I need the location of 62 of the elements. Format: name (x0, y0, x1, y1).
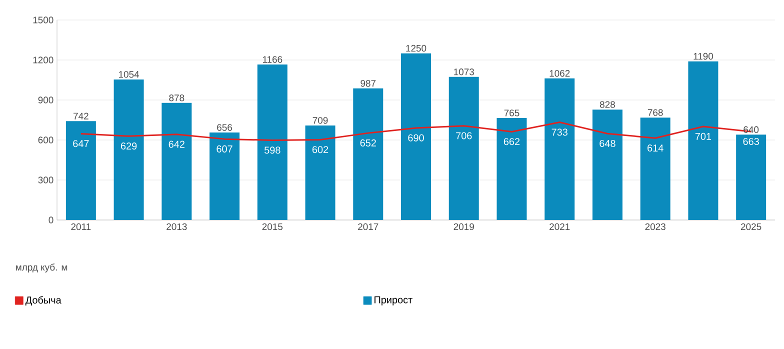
data-label: 709 (312, 117, 328, 124)
data-label: 614 (648, 144, 664, 152)
y-tick-label: 300 (38, 176, 54, 184)
data-label: 1250 (406, 44, 426, 52)
data-label: 642 (168, 140, 184, 148)
y-tick-label: 1200 (33, 56, 54, 64)
bar (736, 134, 766, 220)
text: млрд куб. м (16, 264, 68, 272)
data-label: 768 (648, 109, 663, 116)
bar (496, 118, 527, 220)
data-label: 648 (600, 140, 616, 147)
data-label: 987 (360, 80, 376, 87)
data-label: 663 (743, 138, 759, 145)
x-tick-label: 2015 (262, 223, 283, 230)
x-tick-label: 2011 (71, 223, 91, 230)
bar (592, 110, 622, 220)
bar (66, 121, 96, 220)
bar (448, 76, 479, 220)
bar (162, 102, 192, 220)
bar (305, 125, 336, 220)
x-tick-label: 2023 (645, 223, 666, 230)
data-label: 656 (217, 124, 232, 131)
x-tick-label: 2019 (454, 223, 474, 230)
data-label: 701 (695, 132, 712, 140)
data-label: 629 (120, 142, 137, 150)
data-label: 1166 (262, 56, 282, 63)
data-label: 598 (264, 146, 280, 154)
data-label: 733 (552, 128, 568, 136)
data-label: 765 (504, 110, 520, 116)
data-label: 602 (312, 146, 328, 154)
bar (688, 61, 718, 220)
data-label: 1073 (454, 68, 474, 76)
data-label: 878 (169, 94, 184, 102)
data-label: 828 (600, 101, 615, 108)
data-label: 1054 (118, 71, 140, 78)
data-label: 690 (408, 134, 424, 142)
data-label: 640 (744, 126, 759, 133)
bar (401, 53, 432, 220)
x-tick-label: 2025 (741, 223, 762, 230)
y-tick-label: 600 (38, 136, 54, 144)
data-label: 1062 (550, 70, 570, 77)
bar (353, 88, 384, 220)
y-tick-label: 0 (48, 216, 54, 224)
bar (640, 118, 670, 220)
x-tick-label: 2021 (550, 223, 570, 230)
data-label: 652 (360, 139, 376, 146)
y-tick-label: 1500 (33, 16, 54, 24)
data-label: 647 (73, 140, 89, 148)
legend-label: Добыча (25, 296, 62, 306)
data-label: 706 (456, 132, 472, 140)
x-tick-label: 2013 (166, 223, 187, 230)
data-label: 1190 (694, 52, 714, 60)
data-label: 662 (504, 138, 520, 146)
legend-label: Прирост (374, 296, 412, 306)
bar (257, 64, 288, 220)
bar (114, 79, 144, 220)
data-label: 607 (216, 145, 232, 152)
x-tick-label: 2017 (358, 223, 378, 230)
y-tick-label: 900 (38, 96, 54, 104)
bar (544, 78, 575, 220)
bar (210, 132, 240, 220)
data-label: 742 (74, 112, 88, 120)
